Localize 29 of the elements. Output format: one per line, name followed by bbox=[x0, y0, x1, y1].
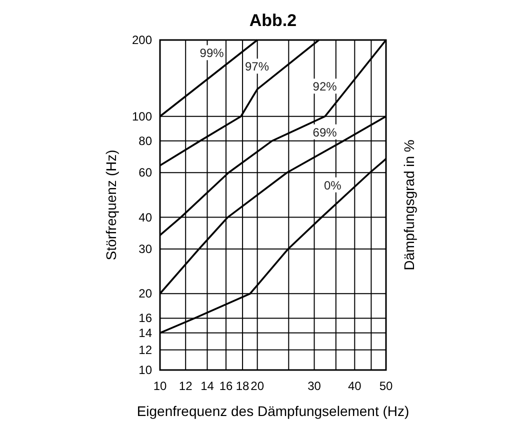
y-tick-label: 10 bbox=[138, 363, 152, 377]
y-tick-label: 16 bbox=[138, 311, 152, 326]
x-axis-title: Eigenfrequenz des Dämpfungselement (Hz) bbox=[136, 403, 410, 419]
y-tick-label: 100 bbox=[132, 109, 152, 124]
y-tick-label: 200 bbox=[132, 33, 152, 47]
x-tick-label: 20 bbox=[250, 379, 264, 393]
x-tick-label: 50 bbox=[379, 379, 393, 393]
x-tick-label: 40 bbox=[348, 379, 362, 393]
chart-title: Abb.2 bbox=[249, 11, 297, 30]
x-tick-label: 14 bbox=[200, 379, 214, 393]
series-label: 0% bbox=[324, 178, 342, 192]
y-tick-label: 14 bbox=[138, 326, 152, 340]
y-tick-label: 20 bbox=[138, 286, 152, 301]
series-label: 92% bbox=[312, 80, 338, 94]
y-tick-label: 60 bbox=[138, 166, 152, 180]
x-tick-label: 30 bbox=[308, 379, 322, 393]
y-axis-title: Störfrequenz (Hz) bbox=[103, 150, 119, 260]
x-tick-label: 12 bbox=[178, 379, 193, 393]
x-tick-label: 16 bbox=[219, 379, 233, 393]
series-label: 69% bbox=[312, 125, 338, 140]
series-label: 97% bbox=[244, 60, 270, 74]
x-tick-label: 18 bbox=[236, 379, 250, 393]
y-tick-label: 80 bbox=[138, 134, 152, 148]
y-tick-label: 30 bbox=[138, 242, 152, 256]
y-tick-label: 12 bbox=[138, 342, 152, 357]
series-label: 99% bbox=[200, 46, 224, 60]
y-tick-label: 40 bbox=[138, 210, 152, 224]
x-tick-label: 10 bbox=[153, 379, 167, 393]
y2-axis-title: Dämpfungsgrad in % bbox=[401, 140, 417, 270]
